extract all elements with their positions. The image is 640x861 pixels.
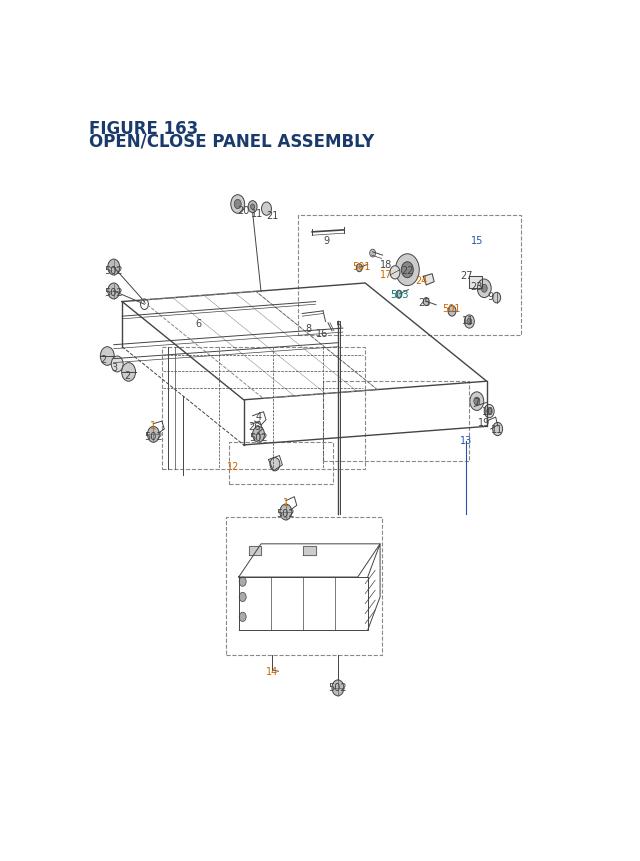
Text: 25: 25 [419, 297, 431, 307]
Text: 1: 1 [150, 420, 156, 430]
Circle shape [270, 458, 280, 471]
Circle shape [234, 200, 241, 209]
Text: 8: 8 [305, 324, 311, 334]
Text: 3: 3 [111, 362, 118, 372]
Circle shape [484, 405, 494, 418]
Text: 502: 502 [249, 432, 268, 443]
Text: 501: 501 [442, 304, 460, 314]
Text: 10: 10 [481, 406, 494, 417]
Circle shape [239, 592, 246, 602]
Text: 13: 13 [460, 435, 472, 445]
Text: 19: 19 [478, 418, 490, 428]
Text: 15: 15 [470, 236, 483, 245]
Text: 16: 16 [316, 328, 328, 338]
Text: 5: 5 [335, 320, 341, 331]
Text: 23: 23 [470, 282, 483, 292]
Text: 24: 24 [415, 276, 428, 285]
Circle shape [122, 363, 136, 381]
Circle shape [474, 398, 480, 406]
Text: 22: 22 [401, 265, 413, 276]
Polygon shape [303, 546, 316, 555]
Circle shape [251, 205, 255, 210]
Text: 21: 21 [266, 211, 278, 221]
Text: 11: 11 [461, 316, 474, 325]
Polygon shape [469, 277, 482, 289]
Circle shape [248, 201, 257, 214]
Text: 6: 6 [195, 319, 201, 328]
Text: 1: 1 [283, 498, 289, 507]
Text: 14: 14 [266, 666, 278, 677]
Text: 12: 12 [227, 461, 239, 472]
Text: 9: 9 [323, 236, 330, 245]
Circle shape [423, 298, 429, 307]
Text: 2: 2 [100, 355, 107, 365]
Circle shape [396, 291, 402, 299]
Circle shape [280, 505, 292, 520]
Circle shape [239, 578, 246, 586]
Circle shape [108, 283, 120, 300]
Circle shape [231, 195, 244, 214]
Circle shape [108, 260, 120, 276]
Text: 11: 11 [490, 424, 503, 435]
Circle shape [493, 293, 500, 304]
Circle shape [356, 264, 362, 272]
Circle shape [465, 315, 474, 329]
Text: 501: 501 [353, 262, 371, 272]
Text: 502: 502 [104, 265, 123, 276]
Circle shape [111, 356, 123, 373]
Polygon shape [423, 275, 434, 286]
Text: 502: 502 [104, 288, 123, 298]
Circle shape [481, 285, 487, 293]
Text: 20: 20 [237, 206, 250, 216]
Circle shape [477, 280, 491, 298]
Circle shape [147, 427, 159, 443]
Text: 503: 503 [390, 289, 409, 300]
Text: 27: 27 [461, 270, 473, 281]
Circle shape [467, 319, 472, 325]
Text: 26: 26 [248, 422, 260, 432]
Text: OPEN/CLOSE PANEL ASSEMBLY: OPEN/CLOSE PANEL ASSEMBLY [89, 133, 374, 151]
Text: 2: 2 [124, 370, 131, 381]
Circle shape [390, 266, 400, 280]
Text: 9: 9 [488, 292, 493, 302]
Text: 502: 502 [276, 508, 295, 518]
Circle shape [262, 203, 271, 216]
Polygon shape [249, 546, 261, 555]
Circle shape [332, 680, 344, 696]
Circle shape [493, 423, 502, 437]
Text: 11: 11 [252, 208, 264, 219]
Text: 7: 7 [474, 398, 480, 408]
Circle shape [100, 347, 114, 366]
Circle shape [396, 255, 419, 287]
Circle shape [448, 307, 456, 317]
Circle shape [239, 612, 246, 622]
Text: 17: 17 [380, 269, 393, 279]
Text: 502: 502 [144, 431, 163, 441]
Circle shape [486, 408, 492, 415]
Circle shape [401, 263, 413, 278]
Circle shape [253, 427, 264, 443]
Circle shape [470, 393, 484, 411]
Circle shape [370, 250, 376, 257]
Text: FIGURE 163: FIGURE 163 [89, 120, 198, 138]
Text: 502: 502 [328, 682, 348, 691]
Text: 4: 4 [255, 412, 262, 421]
Text: 18: 18 [380, 259, 393, 269]
